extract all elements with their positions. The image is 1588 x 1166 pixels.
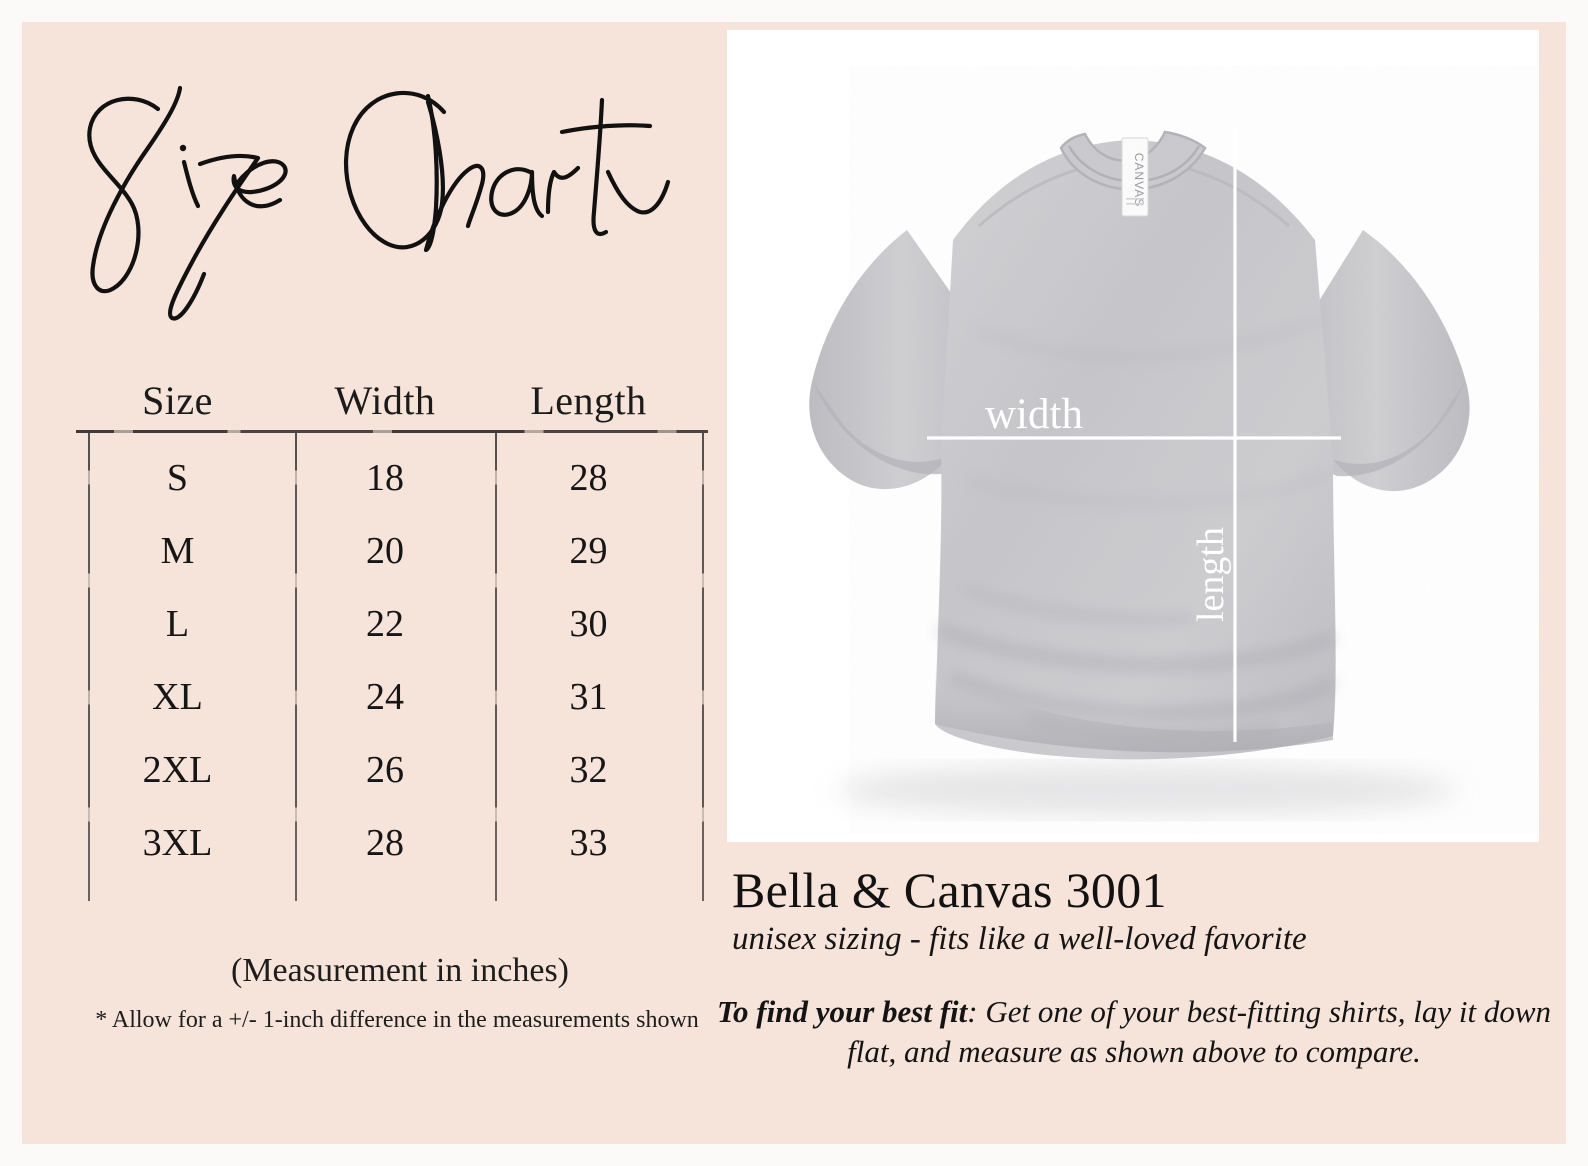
left-column: Size Width Length S 18 28 M 20 29 [22,22,722,1144]
table-body: S 18 28 M 20 29 L 22 30 XL 24 31 [70,433,730,901]
cell-size: L [165,602,190,645]
cell-length: 31 [569,675,608,718]
tolerance-note: * Allow for a +/- 1-inch difference in t… [95,1007,699,1033]
table-row: S 18 28 [70,441,730,514]
measurement-units-note: (Measurement in inches) [231,952,569,989]
product-info: Bella & Canvas 3001 unisex sizing - fits… [732,864,1552,958]
cell-size: 3XL [142,821,213,864]
table-header-row: Size Width Length [70,377,730,430]
width-label-text: width [985,391,1083,438]
fit-instructions-lead: To find your best fit [716,994,968,1029]
size-table: Size Width Length S 18 28 M 20 29 [70,377,730,901]
fit-instructions-body: : Get one of your best-fitting shirts, l… [847,994,1552,1069]
cell-length: 32 [569,748,608,791]
table-row: L 22 30 [70,587,730,660]
column-header-width: Width [334,378,436,423]
cell-length: 28 [569,456,608,499]
page-title [62,52,722,342]
table-row: 3XL 28 33 [70,806,730,879]
cell-width: 18 [366,456,404,499]
cell-width: 28 [366,821,404,864]
table-row: 2XL 26 32 [70,733,730,806]
product-tagline: unisex sizing - fits like a well-loved f… [732,920,1307,957]
cell-width: 24 [366,675,404,718]
product-name: Bella & Canvas 3001 [732,862,1167,918]
right-column: CANVAS [717,22,1566,1144]
length-label-text: length [1190,527,1232,622]
cell-length: 30 [569,602,608,645]
tshirt-photo: CANVAS [727,30,1539,842]
header-divider-line [76,430,708,433]
table-vertical-line-left [88,433,90,901]
cell-width: 26 [366,748,404,791]
cell-length: 29 [569,529,608,572]
cell-size: XL [152,675,203,718]
cell-size: 2XL [142,748,213,791]
cell-width: 22 [366,602,404,645]
cell-width: 20 [366,529,404,572]
table-row: M 20 29 [70,514,730,587]
cell-size: M [160,529,195,572]
table-row: XL 24 31 [70,660,730,733]
fit-instructions: To find your best fit: Get one of your b… [715,992,1553,1071]
table-vertical-line-right [702,433,704,901]
column-header-size: Size [142,378,213,423]
cell-size: S [166,456,189,499]
cell-length: 33 [569,821,608,864]
column-header-length: Length [530,378,647,423]
table-vertical-line-1 [295,433,297,901]
table-vertical-line-2 [495,433,497,901]
